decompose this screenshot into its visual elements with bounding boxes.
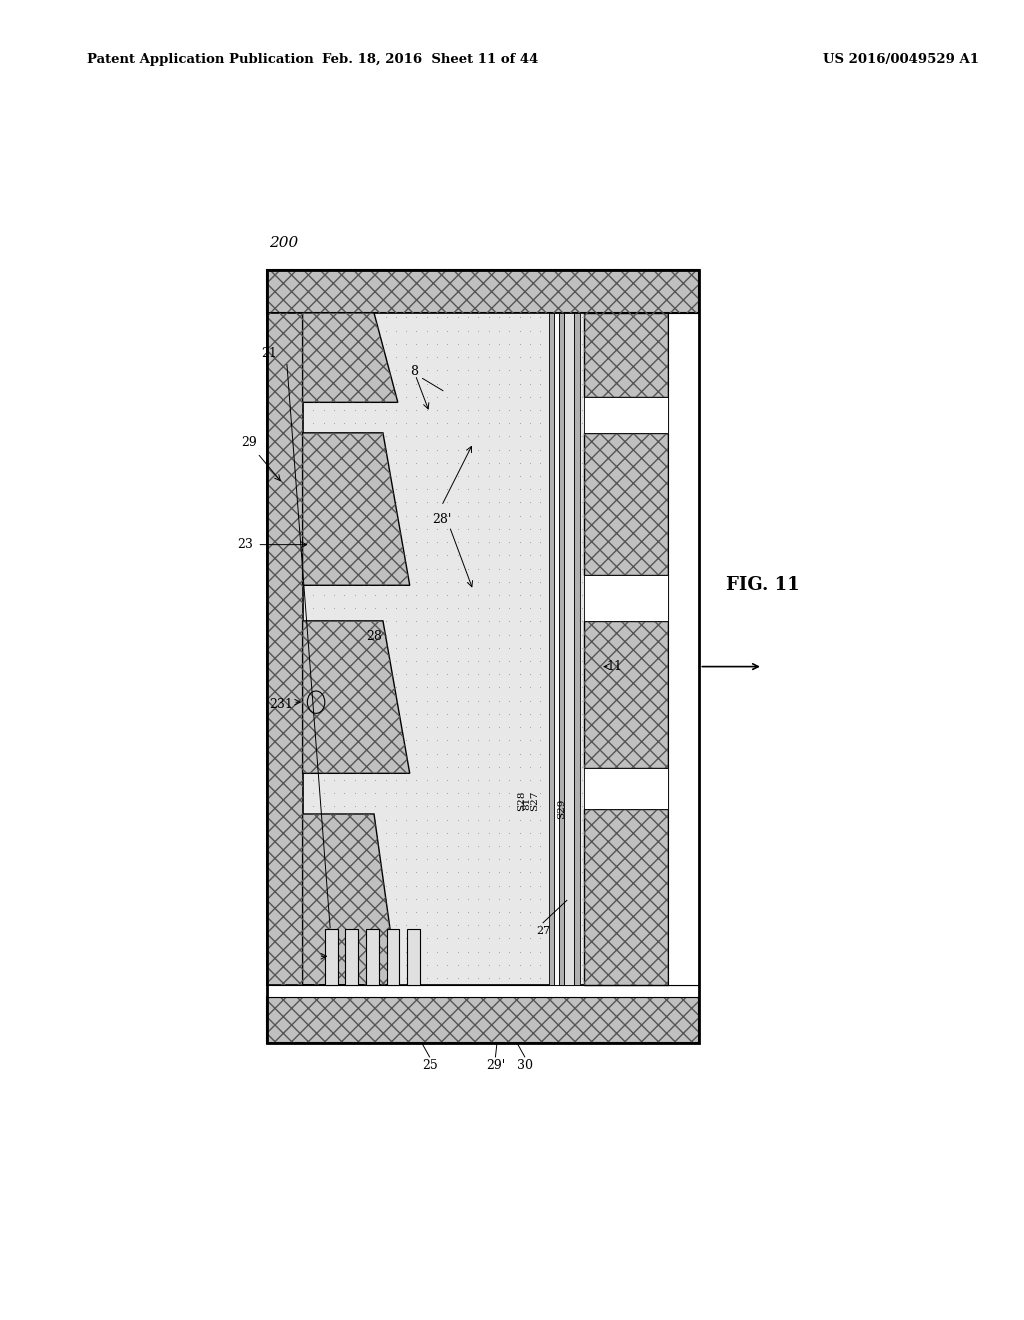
Bar bbox=[267, 313, 699, 985]
Polygon shape bbox=[303, 620, 410, 774]
Bar bbox=[585, 620, 668, 768]
Bar bbox=[585, 313, 668, 397]
Bar bbox=[267, 271, 699, 1043]
Bar bbox=[585, 433, 668, 576]
Bar bbox=[559, 313, 564, 985]
Bar bbox=[585, 313, 668, 397]
Bar bbox=[585, 620, 668, 768]
Text: 27: 27 bbox=[536, 925, 550, 936]
Text: S27: S27 bbox=[530, 791, 540, 810]
Text: S28: S28 bbox=[517, 791, 526, 810]
Bar bbox=[267, 997, 699, 1043]
Bar bbox=[554, 313, 559, 985]
Text: 29: 29 bbox=[241, 437, 256, 450]
Text: 29': 29' bbox=[485, 1059, 505, 1072]
Bar bbox=[574, 313, 580, 985]
Bar bbox=[585, 433, 668, 576]
Polygon shape bbox=[303, 814, 397, 985]
Bar bbox=[564, 313, 574, 985]
Bar bbox=[585, 576, 668, 620]
Bar bbox=[267, 313, 303, 985]
Text: 200: 200 bbox=[269, 236, 299, 249]
Bar bbox=[408, 929, 420, 985]
Bar bbox=[267, 313, 303, 985]
Bar bbox=[549, 313, 554, 985]
Text: 25: 25 bbox=[422, 1059, 437, 1072]
Text: Feb. 18, 2016  Sheet 11 of 44: Feb. 18, 2016 Sheet 11 of 44 bbox=[322, 53, 539, 66]
Text: 28': 28' bbox=[432, 512, 452, 525]
Bar bbox=[668, 313, 699, 985]
Bar bbox=[267, 997, 699, 1043]
Bar bbox=[267, 271, 699, 313]
Text: Patent Application Publication: Patent Application Publication bbox=[87, 53, 313, 66]
Text: 30: 30 bbox=[517, 1059, 532, 1072]
Text: 231: 231 bbox=[269, 698, 293, 710]
Text: FIG. 11: FIG. 11 bbox=[726, 577, 800, 594]
Bar bbox=[367, 929, 379, 985]
Text: 28: 28 bbox=[366, 630, 382, 643]
Bar bbox=[585, 809, 668, 985]
Polygon shape bbox=[303, 313, 397, 403]
Bar bbox=[585, 768, 668, 809]
Bar bbox=[585, 397, 668, 433]
Bar bbox=[585, 809, 668, 985]
Bar bbox=[387, 929, 399, 985]
Bar bbox=[325, 929, 338, 985]
Bar bbox=[267, 271, 699, 313]
Text: US 2016/0049529 A1: US 2016/0049529 A1 bbox=[823, 53, 979, 66]
Text: 21: 21 bbox=[261, 347, 278, 360]
Bar bbox=[345, 929, 358, 985]
Text: 11: 11 bbox=[606, 660, 623, 673]
Text: 81: 81 bbox=[522, 797, 531, 810]
Text: 8: 8 bbox=[410, 366, 418, 379]
Text: 23: 23 bbox=[238, 539, 253, 552]
Bar bbox=[267, 985, 699, 997]
Polygon shape bbox=[303, 433, 410, 585]
Text: S29: S29 bbox=[557, 799, 566, 820]
